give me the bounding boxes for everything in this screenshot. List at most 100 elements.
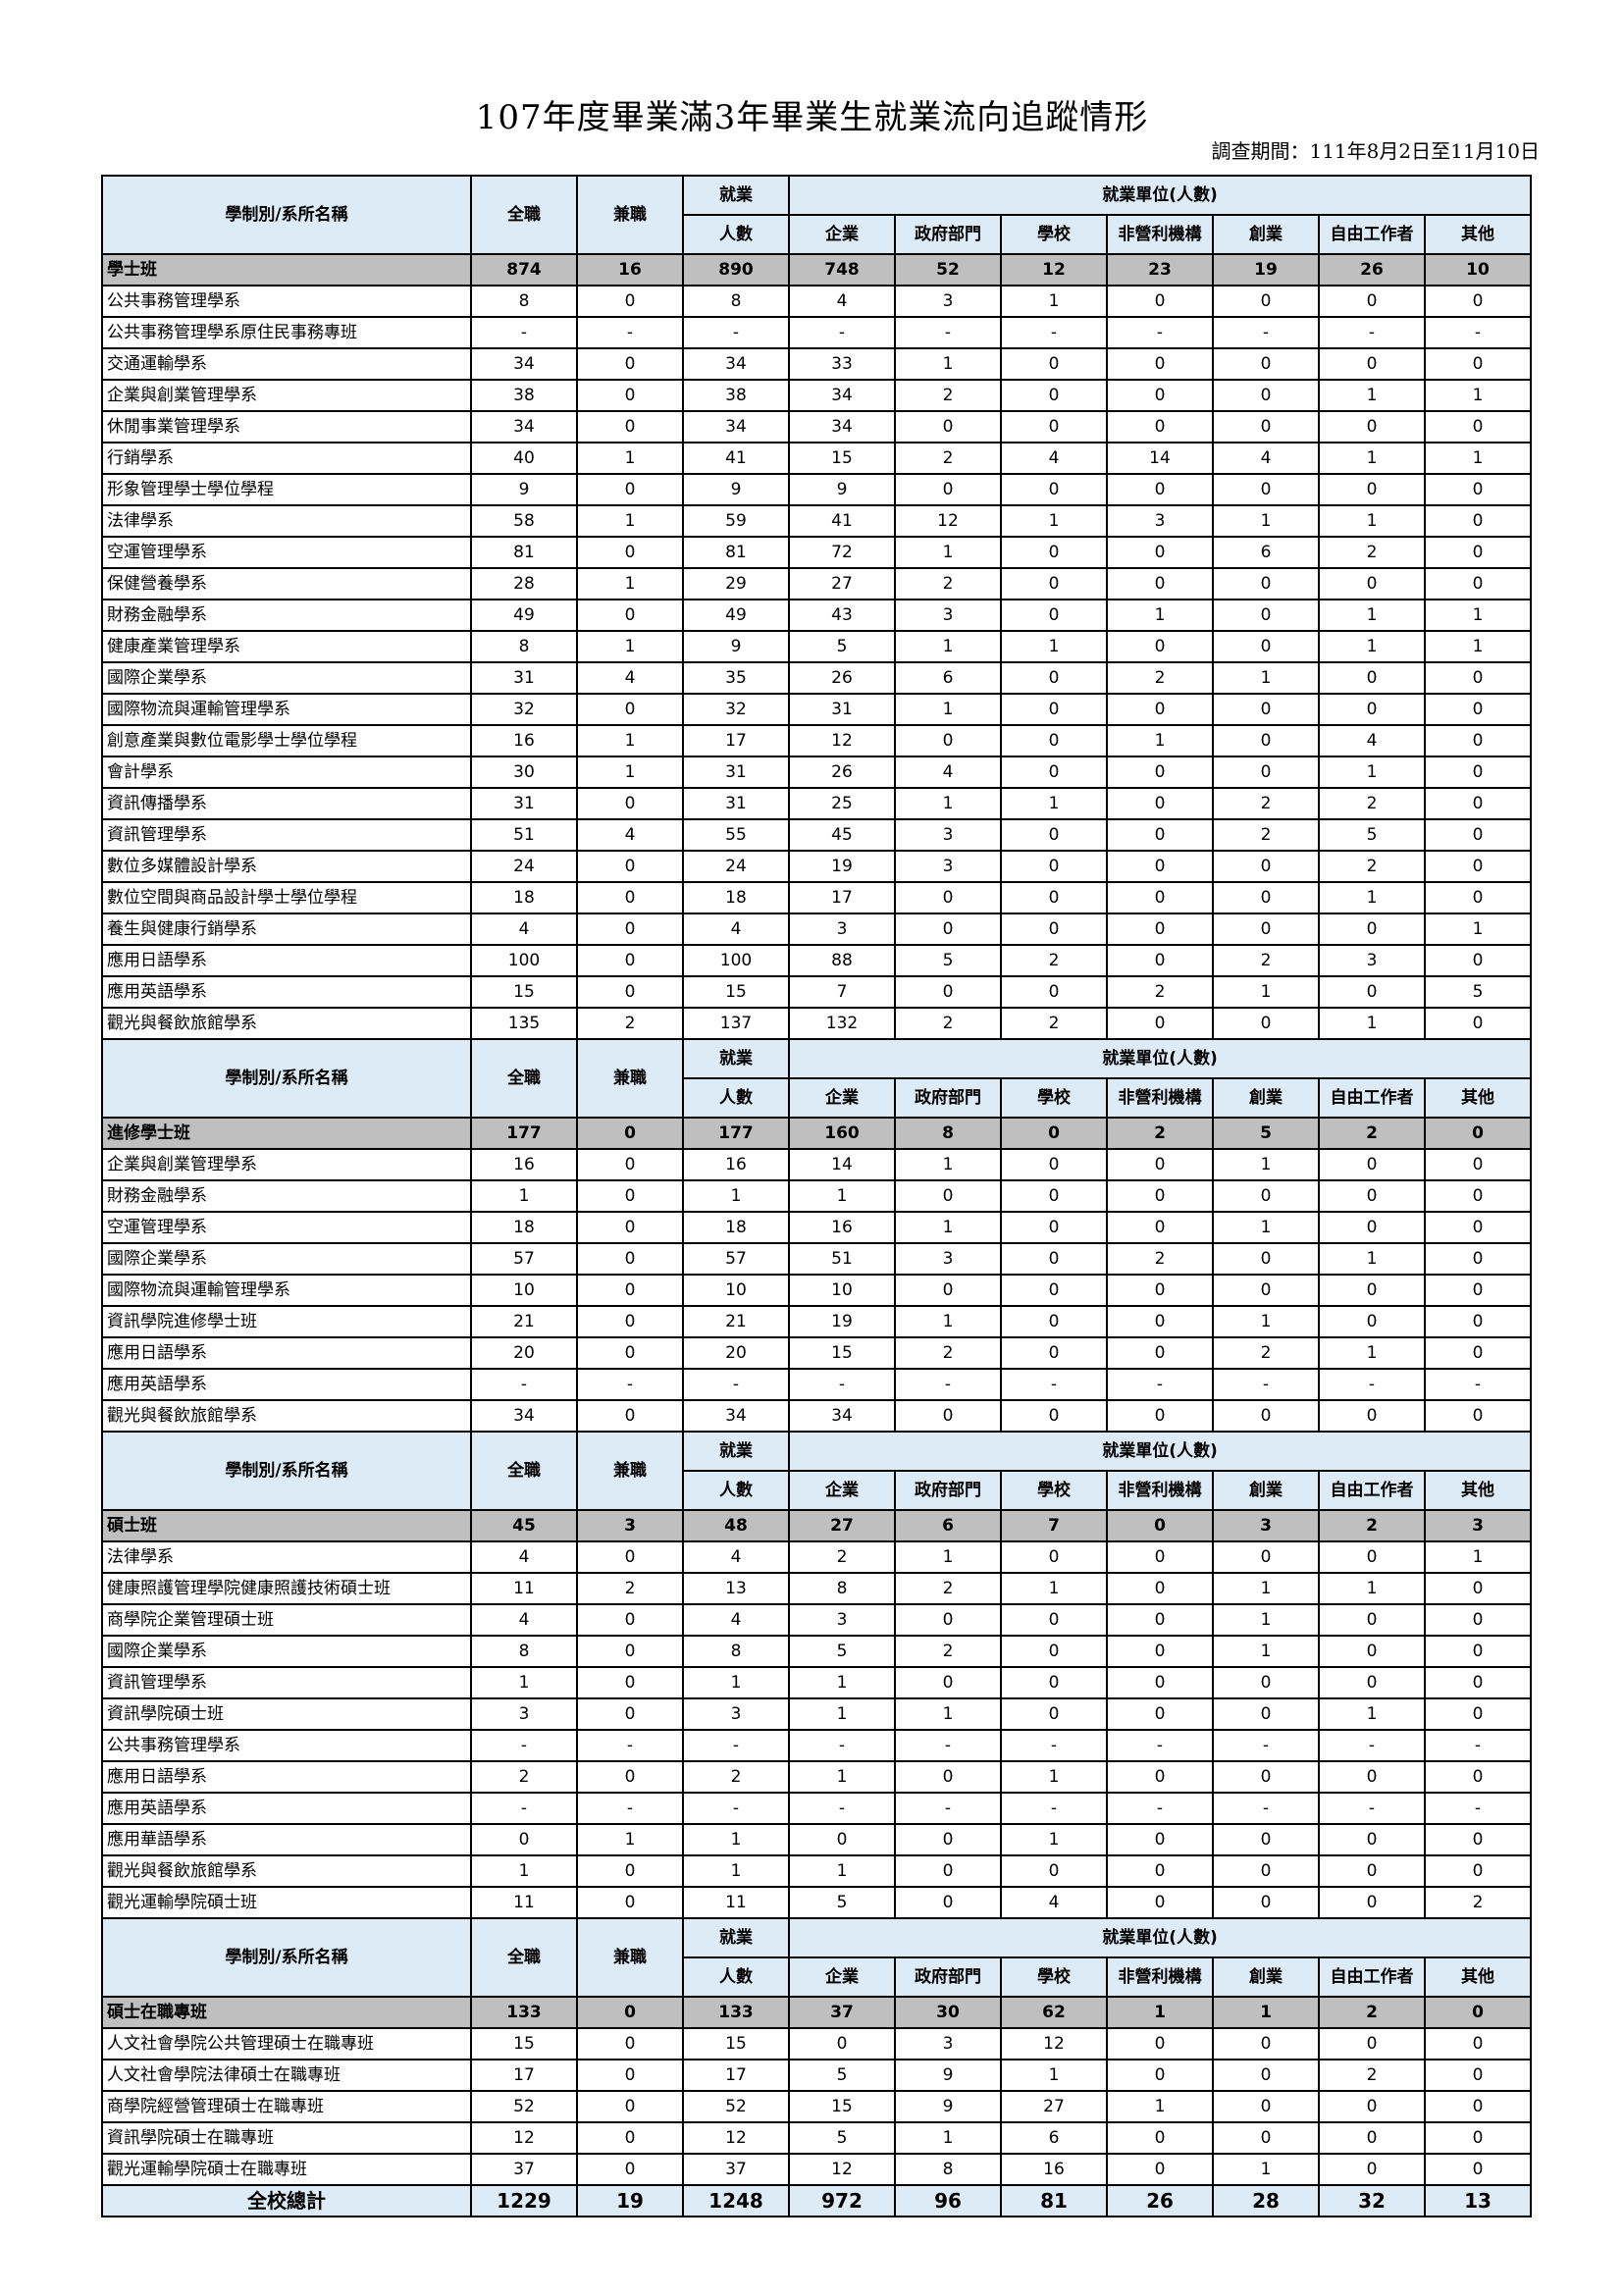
cell-value: 5 bbox=[788, 2059, 896, 2092]
cell-value: 2 bbox=[1424, 1886, 1532, 1919]
cell-value: 0 bbox=[1424, 724, 1532, 757]
department-name: 應用英語學系 bbox=[101, 975, 472, 1009]
cell-value: 1 bbox=[1318, 881, 1426, 914]
cell-value: 1 bbox=[576, 567, 684, 600]
cell-value: 11 bbox=[682, 1886, 790, 1919]
header-unit: 自由工作者 bbox=[1318, 1077, 1426, 1119]
cell-value: 2 bbox=[1106, 661, 1214, 695]
cell-value: 0 bbox=[1318, 661, 1426, 695]
cell-value: 5 bbox=[788, 2121, 896, 2155]
cell-value: 18 bbox=[470, 1211, 578, 1244]
cell-value: 3 bbox=[894, 1242, 1002, 1276]
section-total-value: 37 bbox=[788, 1996, 896, 2029]
header-unit-group: 就業單位(人數) bbox=[788, 175, 1532, 216]
cell-value: 37 bbox=[682, 2153, 790, 2186]
cell-value: 15 bbox=[682, 2027, 790, 2060]
cell-value: 0 bbox=[1000, 1336, 1108, 1370]
cell-value: 34 bbox=[470, 410, 578, 443]
cell-value: 0 bbox=[1000, 1148, 1108, 1181]
cell-value: 2 bbox=[1106, 1242, 1214, 1276]
cell-value: 15 bbox=[788, 442, 896, 475]
table-row: 公共事務管理學系原住民事務專班 - - - - - - - - - - bbox=[101, 316, 1532, 349]
section-total-value: 12 bbox=[1000, 253, 1108, 287]
header-employed-bottom: 人數 bbox=[682, 1470, 790, 1511]
cell-value: - bbox=[1000, 1368, 1108, 1401]
cell-value: 137 bbox=[682, 1007, 790, 1040]
department-name: 保健營養學系 bbox=[101, 567, 472, 600]
cell-value: 2 bbox=[1000, 944, 1108, 977]
cell-value: 34 bbox=[788, 379, 896, 412]
table-row: 創意產業與數位電影學士學位學程 16 1 17 12 0 0 1 0 4 0 bbox=[101, 724, 1532, 757]
cell-value: 0 bbox=[576, 2059, 684, 2092]
header-employed-bottom: 人數 bbox=[682, 214, 790, 255]
cell-value: 25 bbox=[788, 787, 896, 820]
header-unit-group: 就業單位(人數) bbox=[788, 1038, 1532, 1079]
cell-value: 30 bbox=[470, 756, 578, 789]
cell-value: 0 bbox=[1318, 1886, 1426, 1919]
cell-value: 4 bbox=[1000, 442, 1108, 475]
cell-value: 0 bbox=[576, 1635, 684, 1668]
section-total-value: 27 bbox=[788, 1509, 896, 1542]
cell-value: 1 bbox=[894, 1148, 1002, 1181]
cell-value: 0 bbox=[1318, 1148, 1426, 1181]
table-header-row: 人數 企業 政府部門 學校 非營利機構 創業 自由工作者 其他 bbox=[102, 1956, 1532, 1998]
cell-value: 0 bbox=[1424, 2027, 1532, 2060]
department-name: 觀光與餐飲旅館學系 bbox=[101, 1854, 472, 1888]
cell-value: 0 bbox=[1000, 473, 1108, 506]
cell-value: 0 bbox=[576, 2027, 684, 2060]
department-name: 應用日語學系 bbox=[101, 1760, 472, 1794]
cell-value: 12 bbox=[682, 2121, 790, 2155]
cell-value: 8 bbox=[470, 630, 578, 663]
cell-value: 0 bbox=[576, 2153, 684, 2186]
section-total-value: 8 bbox=[894, 1117, 1002, 1150]
section-total-row: 碩士在職專班 133 0 133 37 30 62 1 1 2 0 bbox=[101, 1996, 1532, 2029]
cell-value: 20 bbox=[470, 1336, 578, 1370]
cell-value: 1 bbox=[788, 1179, 896, 1213]
table-row: 健康照護管理學院健康照護技術碩士班 11 2 13 8 2 1 0 1 1 0 bbox=[101, 1572, 1532, 1605]
cell-value: 0 bbox=[1106, 1635, 1214, 1668]
cell-value: 31 bbox=[470, 787, 578, 820]
cell-value: 1 bbox=[894, 1211, 1002, 1244]
cell-value: 2 bbox=[682, 1760, 790, 1794]
header-unit: 創業 bbox=[1212, 1077, 1320, 1119]
cell-value: 0 bbox=[1212, 881, 1320, 914]
cell-value: 0 bbox=[1212, 285, 1320, 318]
cell-value: 35 bbox=[682, 661, 790, 695]
cell-value: - bbox=[1106, 1792, 1214, 1825]
cell-value: - bbox=[1318, 1792, 1426, 1825]
cell-value: - bbox=[1318, 1368, 1426, 1401]
grand-total-label: 全校總計 bbox=[101, 2184, 472, 2217]
cell-value: 7 bbox=[788, 975, 896, 1009]
cell-value: 24 bbox=[470, 850, 578, 883]
cell-value: 9 bbox=[894, 2090, 1002, 2123]
cell-value: 0 bbox=[576, 850, 684, 883]
cell-value: 0 bbox=[1106, 881, 1214, 914]
table-header-row: 人數 企業 政府部門 學校 非營利機構 創業 自由工作者 其他 bbox=[102, 1077, 1532, 1119]
table-row: 應用日語學系 20 0 20 15 2 0 0 2 1 0 bbox=[101, 1336, 1532, 1370]
header-employed-top: 就業 bbox=[682, 175, 790, 216]
section-total-value: 7 bbox=[1000, 1509, 1108, 1542]
department-name: 國際物流與運輸管理學系 bbox=[101, 693, 472, 726]
department-name: 行銷學系 bbox=[101, 442, 472, 475]
section-total-value: 26 bbox=[1318, 253, 1426, 287]
cell-value: 16 bbox=[788, 1211, 896, 1244]
table-row: 公共事務管理學系 8 0 8 4 3 1 0 0 0 0 bbox=[101, 285, 1532, 318]
section-total-value: 3 bbox=[576, 1509, 684, 1542]
cell-value: 0 bbox=[1000, 1635, 1108, 1668]
table-header-row: 學制別/系所名稱 全職 兼職 就業 就業單位(人數) bbox=[101, 1038, 1532, 1119]
cell-value: 2 bbox=[576, 1007, 684, 1040]
section-total-value: 45 bbox=[470, 1509, 578, 1542]
table-row: 商學院企業管理碩士班 4 0 4 3 0 0 0 1 0 0 bbox=[101, 1603, 1532, 1637]
header-name-column: 學制別/系所名稱 bbox=[101, 1431, 472, 1511]
header-part-time: 兼職 bbox=[576, 1038, 684, 1119]
cell-value: 38 bbox=[470, 379, 578, 412]
cell-value: 0 bbox=[1212, 630, 1320, 663]
cell-value: 19 bbox=[788, 850, 896, 883]
cell-value: 29 bbox=[682, 567, 790, 600]
header-unit-group: 就業單位(人數) bbox=[788, 1431, 1532, 1472]
table-row: 資訊學院進修學士班 21 0 21 19 1 0 0 1 0 0 bbox=[101, 1305, 1532, 1338]
header-full-time: 全職 bbox=[470, 1917, 578, 1998]
page-title: 107年度畢業滿3年畢業生就業流向追蹤情形 bbox=[475, 98, 1149, 137]
cell-value: 0 bbox=[576, 599, 684, 632]
cell-value: 5 bbox=[894, 944, 1002, 977]
